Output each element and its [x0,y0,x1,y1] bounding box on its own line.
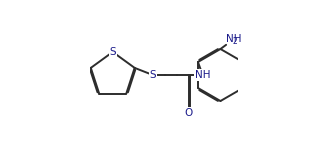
Text: S: S [150,70,156,80]
Text: NH: NH [195,70,210,80]
Text: O: O [184,108,193,118]
Text: NH: NH [226,34,242,44]
Text: S: S [110,47,116,57]
Text: 2: 2 [232,37,237,46]
